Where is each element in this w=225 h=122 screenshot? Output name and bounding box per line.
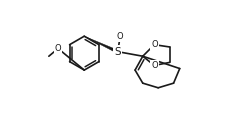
Text: S: S [114, 47, 120, 57]
Text: O: O [150, 40, 157, 49]
Polygon shape [84, 36, 117, 53]
Text: O: O [150, 61, 157, 70]
Text: O: O [116, 32, 122, 41]
Text: O: O [54, 44, 61, 53]
